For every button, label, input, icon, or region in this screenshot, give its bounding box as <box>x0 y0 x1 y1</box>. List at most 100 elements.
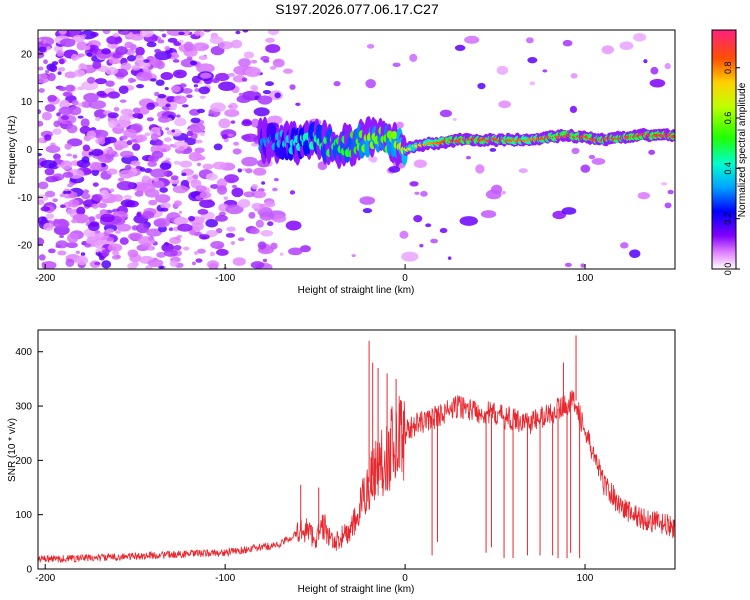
heatmap-cell <box>146 228 162 237</box>
heatmap-cell <box>67 183 74 188</box>
heatmap-cell <box>91 148 104 157</box>
heatmap-cell <box>529 81 536 86</box>
colorbar-tick-label: 0.8 <box>723 61 733 74</box>
heatmap-cell <box>228 133 234 137</box>
snr-y-tick-label: 400 <box>15 347 32 358</box>
heatmap-cell <box>265 37 275 43</box>
heatmap-cell <box>223 196 229 200</box>
heatmap-cell <box>274 92 281 99</box>
heatmap-cell <box>112 52 122 59</box>
heatmap-cell <box>112 194 124 202</box>
heatmap-cell <box>173 160 181 165</box>
heatmap-cell <box>637 192 650 200</box>
heatmap-cell <box>171 129 176 133</box>
heatmap-cell <box>263 59 270 63</box>
heatmap-cell <box>215 214 228 222</box>
heatmap-cell <box>66 153 73 157</box>
heatmap-cell <box>156 251 166 258</box>
heatmap-cell <box>43 59 48 65</box>
heatmap-cell <box>57 71 62 76</box>
heatmap-cell <box>271 214 287 223</box>
heatmap-cell <box>73 69 86 77</box>
heatmap-cell <box>91 203 99 209</box>
heatmap-cell <box>44 104 56 112</box>
heatmap-cell <box>660 182 668 186</box>
heatmap-cell <box>178 145 185 152</box>
heatmap-cell <box>138 61 151 68</box>
heatmap-cell <box>130 52 135 56</box>
snr-y-tick-label: 0 <box>26 565 32 576</box>
heatmap-cell <box>192 42 210 52</box>
heatmap-cell <box>101 249 110 257</box>
heatmap-cell <box>561 207 577 215</box>
heatmap-cell <box>564 262 572 268</box>
heatmap-cell <box>94 78 107 85</box>
heatmap-cell <box>120 62 132 71</box>
heatmap-cell <box>136 212 142 217</box>
heatmap-cell <box>68 199 80 208</box>
heatmap-cell <box>76 206 86 216</box>
heatmap-cell <box>664 202 672 209</box>
heatmap-cell <box>66 208 75 215</box>
heatmap-cell <box>362 208 373 214</box>
heatmap-cell <box>173 245 182 251</box>
heatmap-cell <box>333 81 341 87</box>
heatmap-ridge-cell <box>670 134 675 139</box>
heatmap-cell <box>59 204 66 209</box>
heatmap-cell <box>97 136 106 145</box>
heatmap-cell <box>80 118 90 128</box>
heatmap-cell <box>191 222 204 231</box>
heatmap-cell <box>181 88 193 94</box>
heatmap-cell <box>629 249 641 259</box>
heatmap-cell <box>94 116 101 121</box>
heatmap-cell <box>399 230 409 239</box>
heatmap-cell <box>163 137 172 142</box>
spectrogram-y-tick-label: 10 <box>21 97 33 108</box>
heatmap-cell <box>279 252 284 256</box>
heatmap-cell <box>489 147 497 152</box>
heatmap-cell <box>64 71 77 79</box>
heatmap-cell <box>57 164 61 168</box>
heatmap-cell <box>70 219 78 224</box>
heatmap-cell <box>210 184 220 190</box>
heatmap-cell <box>136 182 156 193</box>
heatmap-cell <box>64 143 72 150</box>
heatmap-cell <box>285 220 302 231</box>
heatmap-cell <box>212 161 227 170</box>
heatmap-cell <box>179 160 193 168</box>
heatmap-cell <box>38 237 45 246</box>
heatmap-cell <box>196 108 205 114</box>
heatmap-cell <box>59 234 65 239</box>
heatmap-cell <box>190 117 201 124</box>
heatmap-cell <box>156 140 164 146</box>
heatmap-cell <box>233 141 240 146</box>
heatmap-cell <box>52 198 58 203</box>
heatmap-cell <box>117 177 125 182</box>
heatmap-cell <box>95 248 100 253</box>
heatmap-cell <box>178 31 185 36</box>
heatmap-cell <box>105 66 119 75</box>
heatmap-cell <box>173 140 189 151</box>
heatmap-cell <box>231 184 238 189</box>
heatmap-cell <box>66 124 78 134</box>
heatmap-cell <box>142 211 155 219</box>
heatmap-cell <box>249 227 260 235</box>
heatmap-cell <box>58 86 67 92</box>
heatmap-cell <box>38 46 47 53</box>
heatmap-cell <box>107 91 121 99</box>
heatmap-cell <box>124 164 132 171</box>
spectrogram-x-tick-label: 0 <box>402 273 408 284</box>
heatmap-cell <box>159 162 172 170</box>
heatmap-cell <box>501 190 506 195</box>
heatmap-cell <box>210 240 225 249</box>
heatmap-cell <box>135 134 148 142</box>
heatmap-cell <box>109 188 115 193</box>
heatmap-cell <box>232 257 246 266</box>
heatmap-cell <box>45 176 58 183</box>
heatmap-cell <box>265 81 274 87</box>
heatmap-cell <box>63 190 67 195</box>
heatmap-cell <box>242 30 249 33</box>
heatmap-cell <box>117 30 131 35</box>
heatmap-cell <box>250 59 258 64</box>
